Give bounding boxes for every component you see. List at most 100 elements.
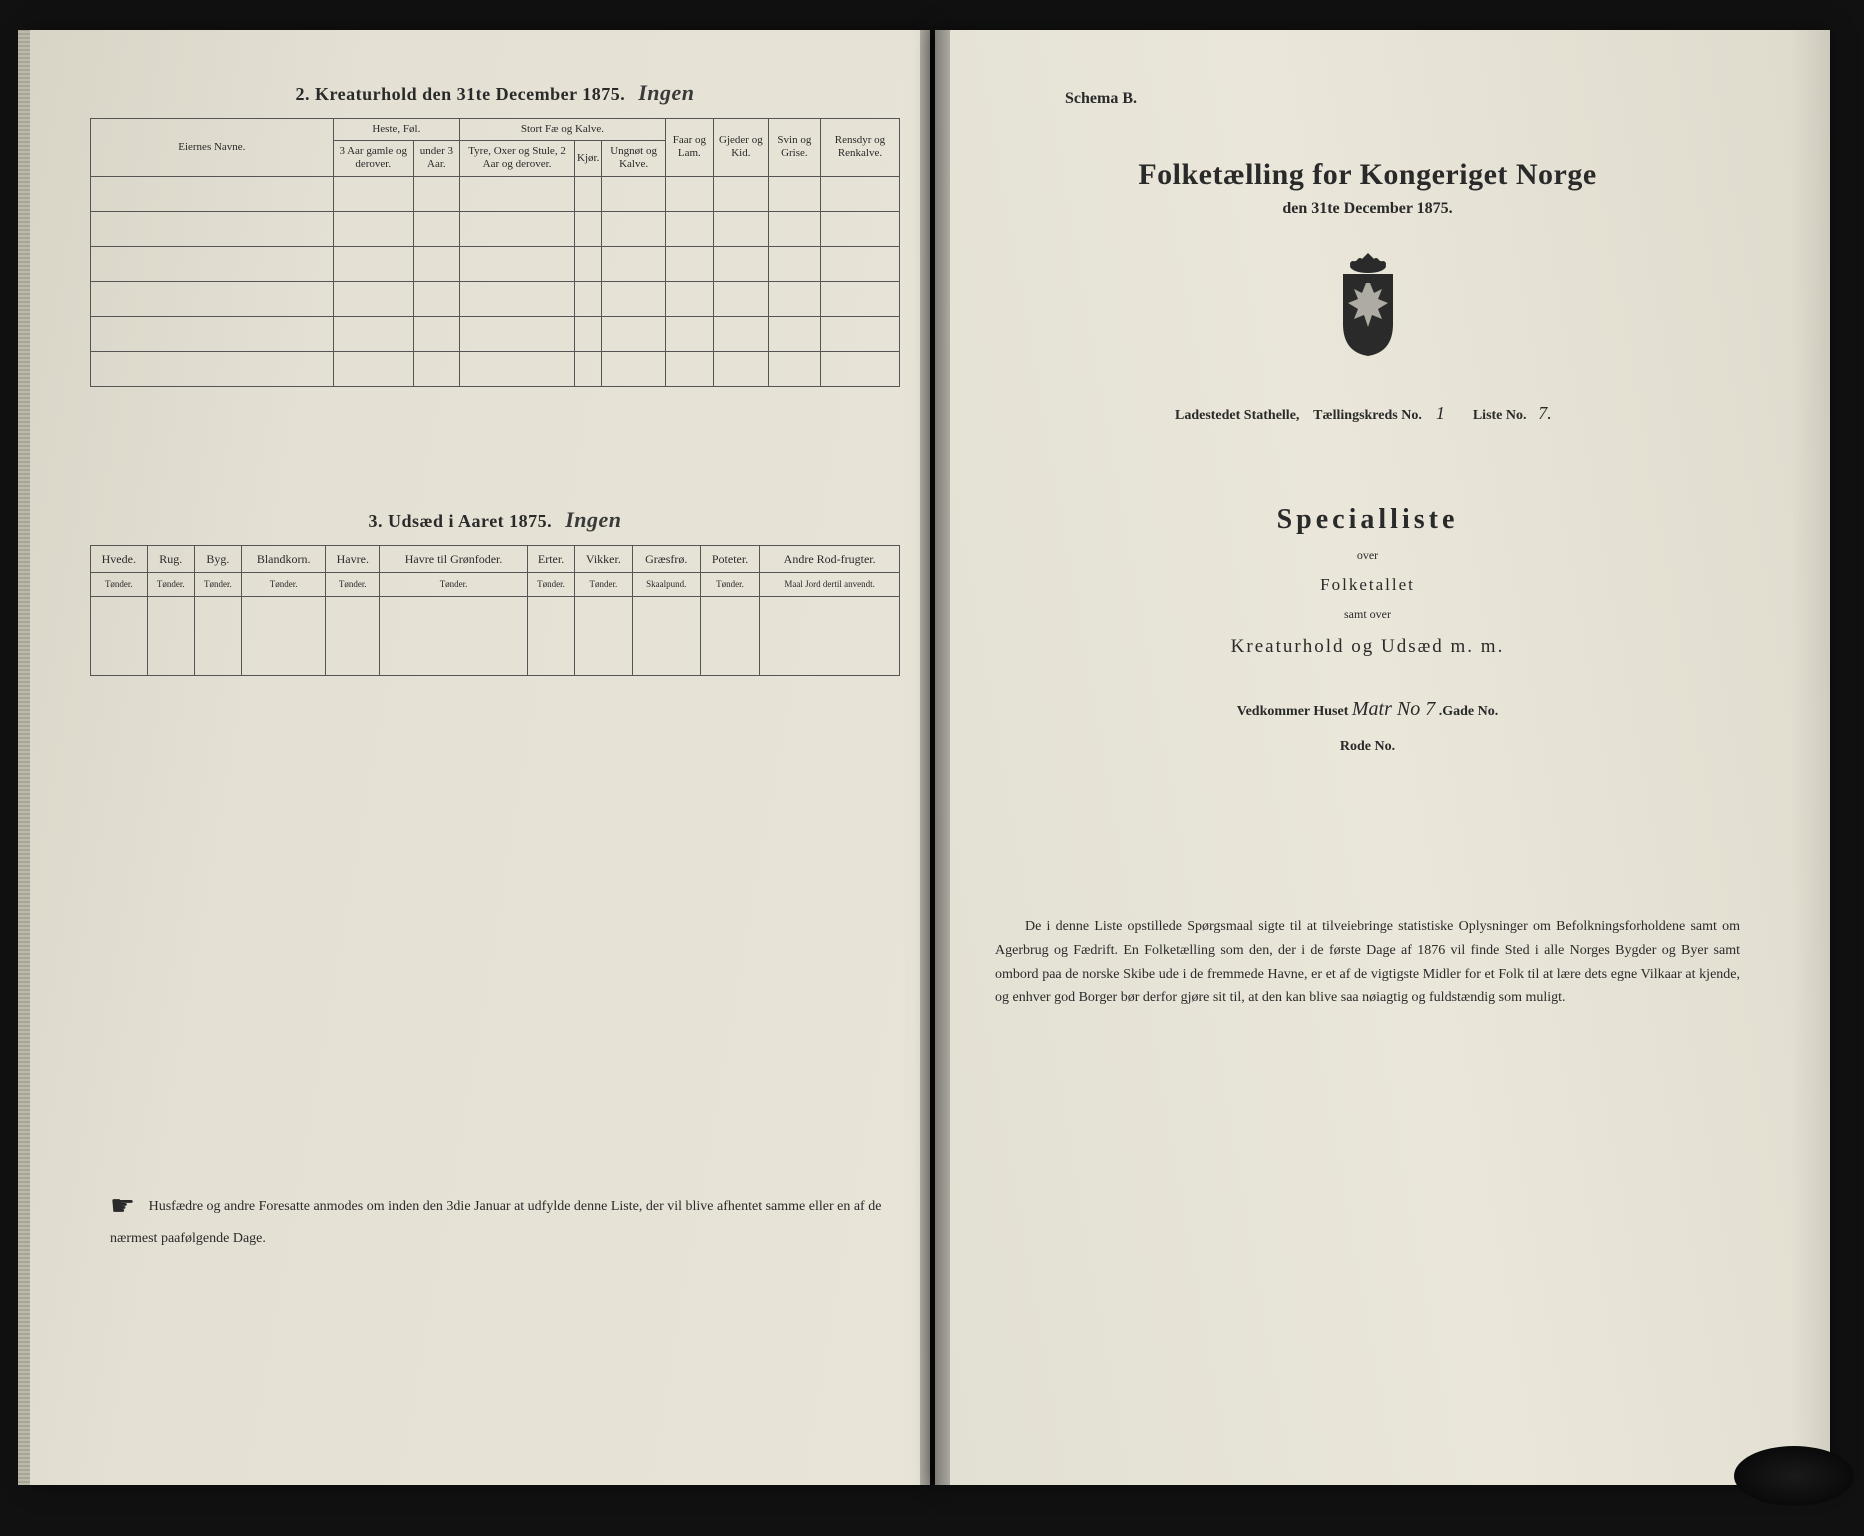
th-heste: Heste, Føl. <box>333 119 459 141</box>
th-owner: Eiernes Navne. <box>91 119 334 177</box>
table-cell <box>575 246 602 281</box>
th-unit: Tønder. <box>700 572 760 596</box>
table-cell <box>665 281 713 316</box>
th-stort: Stort Fæ og Kalve. <box>460 119 666 141</box>
th: Havre til Grønfoder. <box>380 545 528 572</box>
census-title: Folketælling for Kongeriget Norge <box>985 158 1750 192</box>
th-unit: Tønder. <box>527 572 574 596</box>
th-unit: Maal Jord dertil anvendt. <box>760 572 900 596</box>
th-s3: Ungnøt og Kalve. <box>602 141 665 176</box>
table-cell <box>575 351 602 386</box>
th-unit: Tønder. <box>380 572 528 596</box>
table-cell <box>91 246 334 281</box>
table-cell <box>460 176 575 211</box>
kreds-value: 1 <box>1425 403 1455 424</box>
kreaturhold-table: Eiernes Navne. Heste, Føl. Stort Fæ og K… <box>90 118 900 387</box>
th-svin: Svin og Grise. <box>768 119 820 177</box>
table-cell <box>768 281 820 316</box>
table-cell <box>602 176 665 211</box>
table-cell <box>413 211 459 246</box>
table-cell <box>820 351 899 386</box>
table-cell <box>194 596 241 675</box>
th: Andre Rod-frugter. <box>760 545 900 572</box>
table-cell <box>760 596 900 675</box>
table-cell <box>460 246 575 281</box>
table-cell <box>665 351 713 386</box>
place-label: Ladestedet Stathelle, <box>1175 408 1299 423</box>
th-unit: Tønder. <box>575 572 633 596</box>
table-cell <box>820 281 899 316</box>
table-cell <box>413 351 459 386</box>
table-cell <box>820 316 899 351</box>
table-cell <box>713 176 768 211</box>
page-stack-edge <box>18 30 30 1485</box>
kreatur-text: Kreaturhold og Udsæd m. m. <box>985 636 1750 658</box>
kreds-label: Tællingskreds No. <box>1313 408 1422 423</box>
table-cell <box>713 281 768 316</box>
table-cell <box>333 351 413 386</box>
th-h1: 3 Aar gamle og derover. <box>333 141 413 176</box>
table-cell <box>380 596 528 675</box>
table2-header-row: Hvede. Rug. Byg. Blandkorn. Havre. Havre… <box>91 545 900 572</box>
thumb-shadow <box>1734 1446 1854 1506</box>
vedk-label: Vedkommer Huset <box>1237 704 1349 719</box>
table-cell <box>665 246 713 281</box>
table-cell <box>91 211 334 246</box>
th: Poteter. <box>700 545 760 572</box>
th-s1: Tyre, Oxer og Stule, 2 Aar og derover. <box>460 141 575 176</box>
th-gjed: Gjeder og Kid. <box>713 119 768 177</box>
liste-value: 7. <box>1530 403 1560 424</box>
table-cell <box>632 596 700 675</box>
scan-container: 2. Kreaturhold den 31te December 1875. I… <box>0 0 1864 1536</box>
gade-label: .Gade No. <box>1439 704 1499 719</box>
table-cell <box>91 281 334 316</box>
table-cell <box>602 281 665 316</box>
table-cell <box>527 596 574 675</box>
table-cell <box>333 211 413 246</box>
table-cell <box>602 211 665 246</box>
table-cell <box>91 596 148 675</box>
th-unit: Skaalpund. <box>632 572 700 596</box>
th: Erter. <box>527 545 574 572</box>
table-cell <box>713 351 768 386</box>
th-unit: Tønder. <box>147 572 194 596</box>
table-cell <box>413 176 459 211</box>
table-cell <box>665 176 713 211</box>
specialliste-title: Specialliste <box>985 504 1750 536</box>
table-cell <box>602 246 665 281</box>
vedkommer-line: Vedkommer Huset Matr No 7 .Gade No. <box>985 698 1750 721</box>
footnote-text: Husfædre og andre Foresatte anmodes om i… <box>110 1199 881 1246</box>
table-cell <box>241 596 325 675</box>
left-page: 2. Kreaturhold den 31te December 1875. I… <box>30 30 930 1485</box>
th: Hvede. <box>91 545 148 572</box>
table-cell <box>575 281 602 316</box>
table-cell <box>460 351 575 386</box>
liste-label: Liste No. <box>1473 408 1527 423</box>
th-unit: Tønder. <box>241 572 325 596</box>
book-spine <box>920 30 950 1485</box>
table-cell <box>460 316 575 351</box>
th-unit: Tønder. <box>91 572 148 596</box>
th: Blandkorn. <box>241 545 325 572</box>
vedk-value: Matr No 7 <box>1352 698 1435 720</box>
table-cell <box>820 211 899 246</box>
table-cell <box>91 176 334 211</box>
folketallet-text: Folketallet <box>985 575 1750 595</box>
th: Græsfrø. <box>632 545 700 572</box>
th-unit: Tønder. <box>326 572 380 596</box>
section2-handwritten: Ingen <box>638 80 694 105</box>
th: Rug. <box>147 545 194 572</box>
th-h2: under 3 Aar. <box>413 141 459 176</box>
table-cell <box>413 246 459 281</box>
th: Vikker. <box>575 545 633 572</box>
footnote-block: ☛ Husfædre og andre Foresatte anmodes om… <box>90 1186 900 1249</box>
udsaed-table: Hvede. Rug. Byg. Blandkorn. Havre. Havre… <box>90 545 900 676</box>
rode-line: Rode No. <box>985 739 1750 755</box>
th-rens: Rensdyr og Renkalve. <box>820 119 899 177</box>
section3-heading: 3. Udsæd i Aaret 1875. Ingen <box>90 507 900 533</box>
table-cell <box>820 176 899 211</box>
table-cell <box>602 316 665 351</box>
location-line: Ladestedet Stathelle, Tællingskreds No. … <box>985 403 1750 424</box>
table-cell <box>575 211 602 246</box>
table-cell <box>326 596 380 675</box>
